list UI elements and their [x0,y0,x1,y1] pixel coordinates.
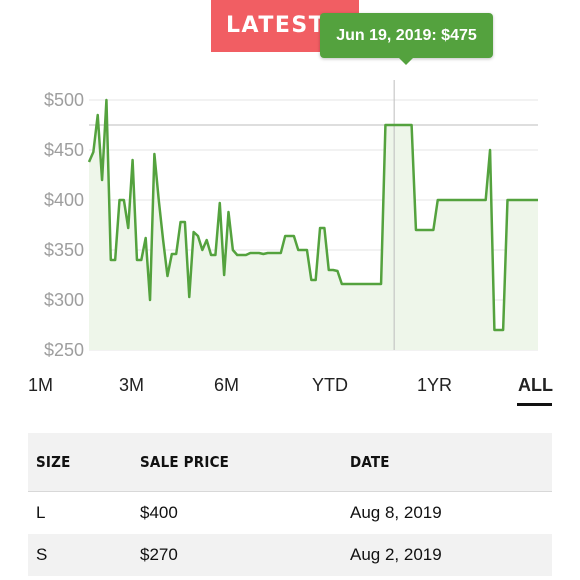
tab-1m[interactable]: 1M [28,375,54,395]
latest-sales-table: SIZE SALE PRICE DATE L $400 Aug 8, 2019 … [28,433,552,576]
tab-all[interactable]: ALL [518,375,553,395]
price-cell: $270 [140,545,178,564]
tab-3m[interactable]: 3M [119,375,145,395]
date-cell: Aug 8, 2019 [350,503,442,522]
y-tick-label: $350 [44,240,84,260]
price-tooltip: Jun 19, 2019: $475 [320,13,493,58]
table-row: S $270 Aug 2, 2019 [28,534,552,576]
column-header-sale-price: SALE PRICE [140,453,230,471]
date-cell: Aug 2, 2019 [350,545,442,564]
y-tick-label: $400 [44,190,84,210]
price-line [87,98,538,332]
price-history-chart: $500 $450 $400 $350 $300 $250 [44,80,538,360]
tab-1yr[interactable]: 1YR [417,375,453,395]
table-row: L $400 Aug 8, 2019 [28,492,552,534]
tooltip-caret [398,57,414,65]
tab-ytd[interactable]: YTD [312,375,348,395]
column-header-date: DATE [350,453,390,471]
price-cell: $400 [140,503,178,522]
y-tick-label: $500 [44,90,84,110]
y-tick-label: $250 [44,340,84,360]
size-cell: S [36,545,48,564]
column-header-size: SIZE [36,453,71,471]
tab-6m[interactable]: 6M [214,375,240,395]
area-fill [89,100,538,350]
y-tick-label: $450 [44,140,84,160]
time-range-tabs: 1M 3M 6M YTD 1YR ALL [0,370,580,410]
table-header: SIZE SALE PRICE DATE [28,433,552,492]
y-tick-label: $300 [44,290,84,310]
size-cell: L [36,503,46,522]
active-tab-indicator [517,403,552,406]
